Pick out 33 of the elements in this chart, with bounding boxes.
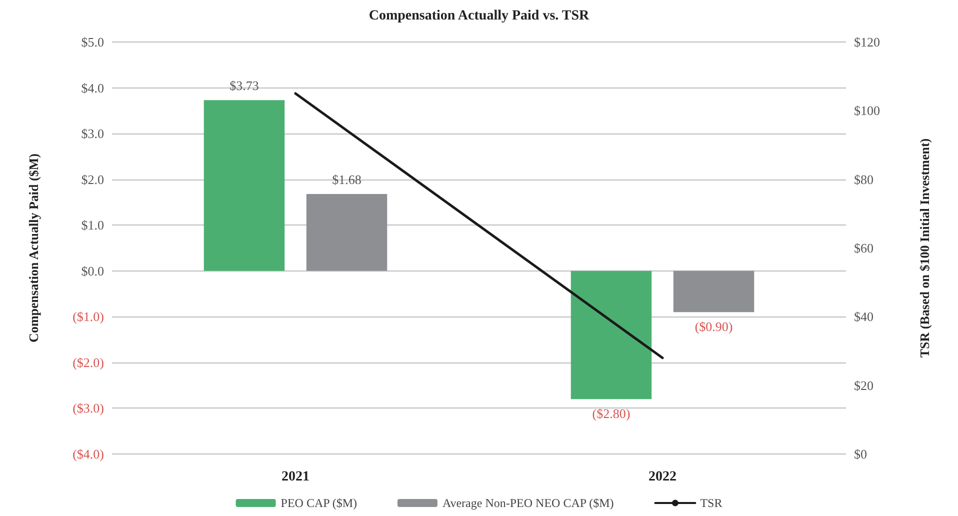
- y-tick-label: ($4.0): [72, 446, 104, 462]
- y-tick-label: ($1.0): [72, 309, 104, 324]
- y2-tick-label: $40: [854, 309, 874, 324]
- y2-axis-title: TSR (Based on $100 Initial Investment): [917, 138, 932, 358]
- legend-label: Average Non-PEO NEO CAP ($M): [442, 496, 614, 510]
- y-tick-label: $0.0: [81, 263, 104, 278]
- y-tick-label: ($3.0): [72, 400, 104, 416]
- bar: [570, 270, 652, 400]
- data-label: $1.68: [332, 172, 362, 187]
- y-axis-title: Compensation Actually Paid ($M): [26, 154, 41, 342]
- x-tick-label: 2021: [282, 470, 310, 484]
- chart-title: Compensation Actually Paid vs. TSR: [368, 8, 590, 24]
- y2-tick-label: $20: [854, 378, 874, 393]
- data-label: ($2.80): [592, 406, 630, 422]
- y2-tick-label: $60: [854, 240, 874, 256]
- bar: [673, 270, 754, 312]
- y-tick-label: $1.0: [81, 218, 104, 233]
- y2-tick-label: $80: [854, 172, 874, 187]
- y2-tick-label: $0: [854, 446, 867, 462]
- x-tick-label: 2022: [648, 470, 676, 484]
- bar: [204, 100, 285, 271]
- y-tick-label: $2.0: [81, 172, 104, 187]
- y-tick-label: $3.0: [81, 126, 104, 142]
- y2-tick-label: $100: [854, 103, 880, 118]
- y-tick-label: $4.0: [81, 80, 104, 96]
- y-tick-label: ($2.0): [72, 354, 104, 370]
- data-label: $3.73: [230, 78, 259, 94]
- bar: [306, 194, 388, 271]
- y-tick-label: $5.0: [81, 34, 104, 50]
- legend-label: PEO CAP ($M): [280, 496, 358, 510]
- legend-label: TSR: [700, 496, 722, 510]
- y2-tick-label: $120: [854, 34, 880, 50]
- data-label: ($0.90): [694, 319, 733, 334]
